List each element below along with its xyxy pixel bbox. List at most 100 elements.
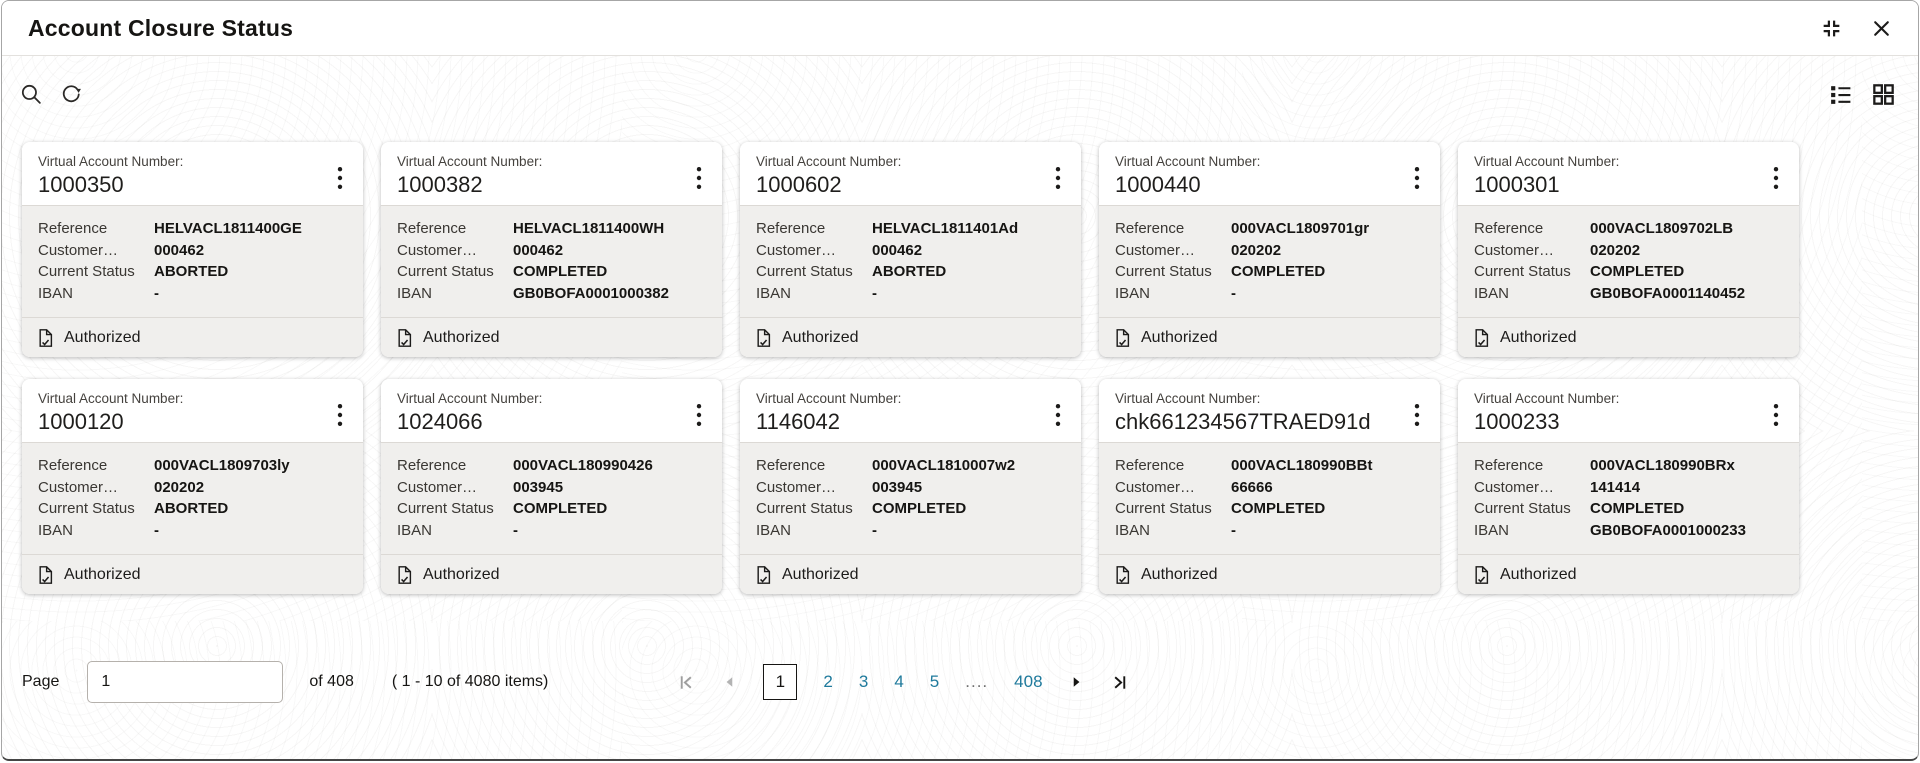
card-details: Reference 000VACL1809701gr Customer… 020… — [1099, 206, 1440, 317]
card-kebab-menu-button[interactable] — [1404, 395, 1430, 435]
card-header: Virtual Account Number: 1000382 — [381, 142, 722, 206]
page-link-2[interactable]: 2 — [823, 672, 833, 691]
card-kebab-menu-button[interactable] — [686, 158, 712, 198]
card-details: Reference 000VACL180990BBt Customer… 666… — [1099, 443, 1440, 554]
page-link-408[interactable]: 408 — [1014, 672, 1043, 691]
account-card[interactable]: Virtual Account Number: 1024066 Referenc… — [381, 379, 722, 594]
page-label: Page — [22, 673, 60, 690]
account-card[interactable]: Virtual Account Number: 1000382 Referenc… — [381, 142, 722, 357]
status-value: ABORTED — [154, 500, 229, 517]
card-kebab-menu-button[interactable] — [1763, 158, 1789, 198]
card-details: Reference 000VACL1809702LB Customer… 020… — [1458, 206, 1799, 317]
titlebar: Account Closure Status — [2, 1, 1918, 56]
page-current[interactable]: 1 — [763, 664, 798, 700]
field-label: IBAN — [1115, 521, 1151, 539]
account-card[interactable]: Virtual Account Number: 1000301 Referenc… — [1458, 142, 1799, 357]
field-row-current-status: Current Status ABORTED — [38, 261, 349, 283]
toolbar — [2, 56, 1918, 112]
field-value: 000VACL180990BBt — [1231, 457, 1373, 474]
field-row-iban: IBAN - — [38, 520, 349, 542]
card-header: Virtual Account Number: chk661234567TRAE… — [1099, 379, 1440, 443]
field-label: Current Status — [38, 263, 135, 280]
account-card[interactable]: Virtual Account Number: 1146042 Referenc… — [740, 379, 1081, 594]
status-value: COMPLETED — [1231, 263, 1326, 280]
field-label: Current Status — [1115, 500, 1212, 517]
account-card[interactable]: Virtual Account Number: chk661234567TRAE… — [1099, 379, 1440, 594]
account-card[interactable]: Virtual Account Number: 1000233 Referenc… — [1458, 379, 1799, 594]
page-total-label: of 408 — [309, 673, 354, 690]
field-value: 141414 — [1590, 478, 1641, 496]
field-value: 000VACL1809703ly — [154, 457, 290, 474]
field-value: 000VACL180990BRx — [1590, 457, 1735, 474]
field-row-iban: IBAN - — [397, 520, 708, 542]
first-page-button[interactable] — [676, 672, 697, 693]
window-restore-button[interactable] — [1820, 17, 1843, 40]
field-value: 000VACL1810007w2 — [872, 457, 1016, 474]
virtual-account-number-label: Virtual Account Number: — [756, 391, 902, 406]
virtual-account-number-value: 1000120 — [38, 409, 124, 434]
list-view-button[interactable] — [1828, 82, 1853, 107]
card-details: Reference 000VACL180990426 Customer… 003… — [381, 443, 722, 554]
field-label: Current Status — [1474, 263, 1571, 280]
card-header: Virtual Account Number: 1000350 — [22, 142, 363, 206]
window-close-button[interactable] — [1871, 18, 1892, 39]
card-details: Reference 000VACL1809703ly Customer… 020… — [22, 443, 363, 554]
field-value: 000VACL1809701gr — [1231, 220, 1370, 237]
field-label: IBAN — [38, 521, 74, 539]
field-label: Customer… — [38, 478, 119, 496]
card-kebab-menu-button[interactable] — [1045, 395, 1071, 435]
status-value: ABORTED — [154, 263, 229, 280]
virtual-account-number-label: Virtual Account Number: — [397, 154, 543, 169]
page-ellipsis: .... — [965, 672, 989, 691]
account-card[interactable]: Virtual Account Number: 1000440 Referenc… — [1099, 142, 1440, 357]
page-input[interactable] — [87, 661, 284, 703]
card-kebab-menu-button[interactable] — [1404, 158, 1430, 198]
field-row-iban: IBAN GB0BOFA0001000233 — [1474, 520, 1785, 542]
account-card[interactable]: Virtual Account Number: 1000120 Referenc… — [22, 379, 363, 594]
field-label: Customer… — [1474, 478, 1555, 496]
page-link-5[interactable]: 5 — [929, 672, 940, 691]
field-row-customer: Customer… 141414 — [1474, 477, 1785, 499]
field-value: 020202 — [1231, 241, 1282, 259]
document-check-icon — [398, 328, 412, 347]
page-link-4[interactable]: 4 — [894, 672, 904, 691]
previous-page-button[interactable] — [721, 673, 739, 691]
field-value: - — [154, 284, 159, 302]
account-card[interactable]: Virtual Account Number: 1000350 Referenc… — [22, 142, 363, 357]
field-value: 000462 — [513, 241, 564, 259]
refresh-icon — [62, 84, 81, 102]
card-kebab-menu-button[interactable] — [1045, 158, 1071, 198]
field-value: 020202 — [154, 478, 205, 496]
status-value: COMPLETED — [513, 500, 608, 517]
status-value: COMPLETED — [872, 500, 967, 517]
card-kebab-menu-button[interactable] — [686, 395, 712, 435]
next-page-button[interactable] — [1067, 673, 1085, 691]
status-value: COMPLETED — [513, 263, 608, 280]
card-kebab-menu-button[interactable] — [327, 395, 353, 435]
card-header: Virtual Account Number: 1146042 — [740, 379, 1081, 443]
card-kebab-menu-button[interactable] — [327, 158, 353, 198]
field-label: Current Status — [397, 500, 494, 517]
account-card[interactable]: Virtual Account Number: 1000602 Referenc… — [740, 142, 1081, 357]
field-label: IBAN — [1474, 284, 1510, 302]
field-row-customer: Customer… 000462 — [397, 240, 708, 262]
authorization-status: Authorized — [1099, 554, 1440, 594]
card-header: Virtual Account Number: 1000120 — [22, 379, 363, 443]
virtual-account-number-label: Virtual Account Number: — [38, 391, 184, 406]
field-row-iban: IBAN - — [1115, 520, 1426, 542]
last-page-button[interactable] — [1109, 672, 1130, 693]
kebab-icon — [1773, 404, 1779, 426]
search-button[interactable] — [20, 83, 43, 106]
refresh-button[interactable] — [59, 83, 82, 106]
grid-view-button[interactable] — [1871, 82, 1896, 107]
field-label: IBAN — [1115, 284, 1151, 302]
card-kebab-menu-button[interactable] — [1763, 395, 1789, 435]
page-link-3[interactable]: 3 — [858, 672, 869, 691]
kebab-icon — [337, 404, 343, 426]
field-value: 020202 — [1590, 241, 1641, 259]
field-value: HELVACL1811400WH — [513, 220, 665, 237]
virtual-account-number-value: 1000350 — [38, 172, 124, 197]
field-value: - — [1231, 284, 1236, 302]
search-icon — [21, 84, 41, 104]
